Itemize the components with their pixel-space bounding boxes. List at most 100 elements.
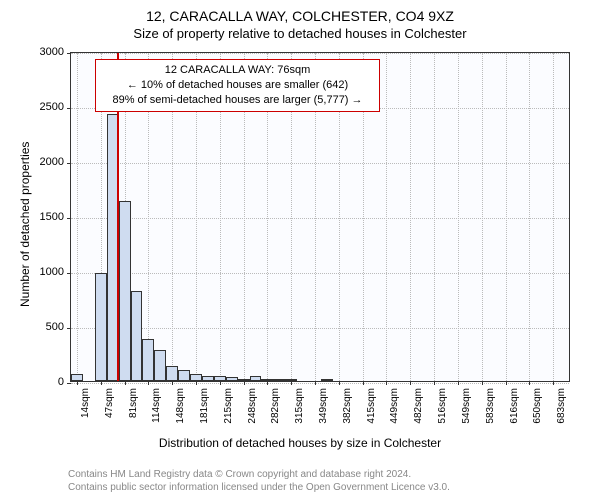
histogram-bar [119, 201, 131, 381]
xtick-mark [77, 381, 78, 385]
annotation-box: 12 CARACALLA WAY: 76sqm ← 10% of detache… [95, 59, 380, 112]
ytick-label: 3000 [0, 46, 64, 58]
ytick-label: 2500 [0, 101, 64, 113]
xtick-label: 482sqm [413, 388, 424, 424]
histogram-bar [190, 374, 202, 381]
gridline-v [482, 53, 483, 381]
xtick-label: 516sqm [437, 388, 448, 424]
histogram-bar [285, 379, 297, 381]
gridline-v [434, 53, 435, 381]
xtick-mark [410, 381, 411, 385]
gridline-v [458, 53, 459, 381]
xtick-label: 449sqm [389, 388, 400, 424]
xtick-mark [172, 381, 173, 385]
ytick-mark [67, 108, 71, 109]
histogram-bar [71, 374, 83, 381]
attribution-line-2: Contains public sector information licen… [68, 481, 450, 494]
xtick-label: 382sqm [342, 388, 353, 424]
histogram-bar [238, 379, 250, 381]
chart-container: 12, CARACALLA WAY, COLCHESTER, CO4 9XZ S… [0, 0, 600, 500]
ytick-label: 1500 [0, 211, 64, 223]
xtick-mark [434, 381, 435, 385]
gridline-h [71, 218, 569, 219]
attribution-text: Contains HM Land Registry data © Crown c… [68, 468, 450, 494]
attribution-line-1: Contains HM Land Registry data © Crown c… [68, 468, 450, 481]
xtick-mark [529, 381, 530, 385]
gridline-h [71, 328, 569, 329]
xtick-mark [339, 381, 340, 385]
annotation-line-3: 89% of semi-detached houses are larger (… [102, 93, 373, 108]
xtick-label: 583sqm [485, 388, 496, 424]
xtick-mark [506, 381, 507, 385]
xtick-mark [125, 381, 126, 385]
xtick-label: 81sqm [128, 388, 139, 418]
xtick-label: 616sqm [509, 388, 520, 424]
xtick-mark [363, 381, 364, 385]
xtick-mark [315, 381, 316, 385]
gridline-v [410, 53, 411, 381]
xtick-label: 549sqm [461, 388, 472, 424]
xtick-label: 282sqm [270, 388, 281, 424]
xtick-mark [291, 381, 292, 385]
histogram-bar [273, 379, 285, 381]
xtick-label: 215sqm [223, 388, 234, 424]
xtick-mark [267, 381, 268, 385]
gridline-v [77, 53, 78, 381]
histogram-bar [214, 376, 226, 382]
xtick-label: 315sqm [294, 388, 305, 424]
gridline-h [71, 163, 569, 164]
chart-subtitle: Size of property relative to detached ho… [0, 24, 600, 41]
histogram-bar [131, 291, 143, 381]
histogram-bar [166, 366, 178, 381]
gridline-v [529, 53, 530, 381]
xtick-label: 650sqm [532, 388, 543, 424]
xtick-label: 415sqm [366, 388, 377, 424]
histogram-bar [250, 376, 262, 382]
gridline-v [506, 53, 507, 381]
gridline-v [553, 53, 554, 381]
xtick-mark [244, 381, 245, 385]
xtick-mark [482, 381, 483, 385]
xtick-mark [101, 381, 102, 385]
xtick-mark [386, 381, 387, 385]
xtick-label: 148sqm [175, 388, 186, 424]
ytick-mark [67, 328, 71, 329]
chart-title: 12, CARACALLA WAY, COLCHESTER, CO4 9XZ [0, 0, 600, 24]
ytick-label: 2000 [0, 156, 64, 168]
ytick-mark [67, 218, 71, 219]
xtick-label: 181sqm [199, 388, 210, 424]
histogram-bar [142, 339, 154, 381]
ytick-mark [67, 273, 71, 274]
xtick-mark [196, 381, 197, 385]
gridline-h [71, 273, 569, 274]
xtick-label: 114sqm [151, 388, 162, 423]
gridline-h [71, 383, 569, 384]
histogram-bar [154, 350, 166, 381]
xtick-label: 14sqm [80, 388, 91, 418]
ytick-label: 500 [0, 321, 64, 333]
histogram-bar [178, 370, 190, 381]
annotation-line-1: 12 CARACALLA WAY: 76sqm [102, 63, 373, 78]
ytick-label: 0 [0, 376, 64, 388]
xtick-mark [458, 381, 459, 385]
gridline-v [386, 53, 387, 381]
gridline-h [71, 53, 569, 54]
ytick-mark [67, 163, 71, 164]
x-axis-label: Distribution of detached houses by size … [0, 436, 600, 450]
histogram-bar [321, 379, 333, 381]
histogram-bar [226, 377, 238, 381]
xtick-mark [148, 381, 149, 385]
xtick-label: 349sqm [318, 388, 329, 424]
histogram-bar [95, 273, 107, 381]
xtick-label: 47sqm [104, 388, 115, 418]
ytick-label: 1000 [0, 266, 64, 278]
xtick-label: 683sqm [556, 388, 567, 424]
xtick-label: 248sqm [247, 388, 258, 424]
ytick-mark [67, 53, 71, 54]
annotation-line-2: ← 10% of detached houses are smaller (64… [102, 78, 373, 93]
histogram-bar [202, 376, 214, 382]
histogram-bar [261, 379, 273, 381]
xtick-mark [220, 381, 221, 385]
xtick-mark [553, 381, 554, 385]
ytick-mark [67, 383, 71, 384]
